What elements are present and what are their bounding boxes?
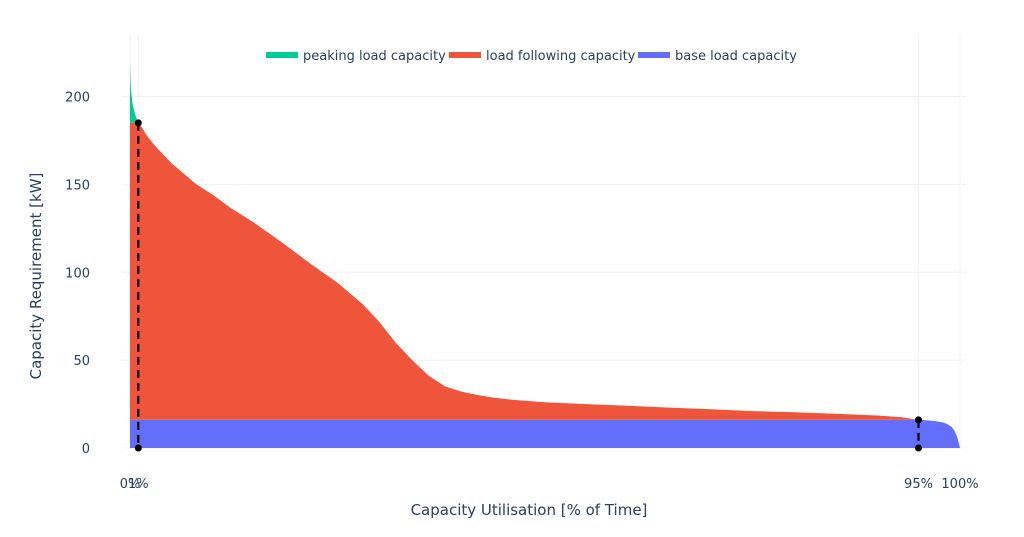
area-layer [130,64,960,449]
y-tick-label: 0 [82,442,90,457]
x-tick-label: 95% [904,477,933,492]
load-following-area [130,122,960,449]
marker-bottom-point-2 [915,444,922,452]
y-tick-layer: 0 50 100 150 200 [65,91,90,457]
y-axis-title: Capacity Requirement [kW] [27,173,45,380]
x-tick-label: 0% [120,477,141,492]
marker-top-point-1 [134,119,142,127]
x-axis-title: Capacity Utilisation [% of Time] [411,501,648,519]
legend: peaking load capacity load following capa… [266,49,797,64]
x-tick-layer: 0%1% 95% 100% [120,477,979,492]
y-tick-label: 100 [65,266,90,281]
y-tick-label: 200 [65,91,90,106]
legend-label-3: base load capacity [675,49,797,64]
x-tick-label: 1% [128,477,149,492]
x-tick-label: 100% [941,477,978,492]
y-tick-label: 150 [65,178,90,193]
marker-top-point-2 [915,416,922,424]
y-tick-label: 50 [73,354,90,369]
legend-label-1: peaking load capacity [303,49,446,64]
legend-label-2: load following capacity [486,49,636,64]
base-load-area [130,419,960,448]
marker-layer [134,119,922,452]
marker-bottom-point-1 [134,444,142,452]
